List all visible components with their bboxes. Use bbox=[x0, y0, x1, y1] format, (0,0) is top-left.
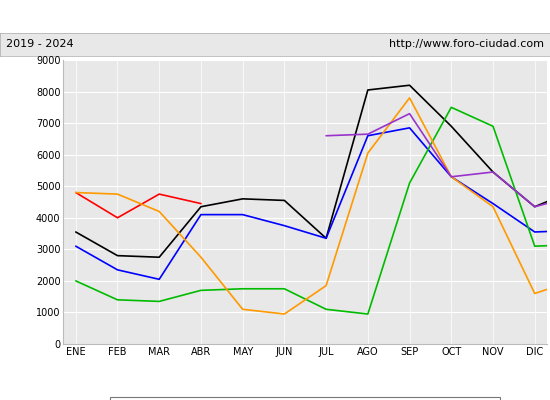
Text: Evolucion Nº Turistas Nacionales en el municipio de Marina de Cudeyo: Evolucion Nº Turistas Nacionales en el m… bbox=[54, 10, 496, 23]
Text: http://www.foro-ciudad.com: http://www.foro-ciudad.com bbox=[389, 39, 544, 49]
Legend: 2024, 2023, 2022, 2021, 2020, 2019: 2024, 2023, 2022, 2021, 2020, 2019 bbox=[111, 397, 500, 400]
Text: 2019 - 2024: 2019 - 2024 bbox=[6, 39, 73, 49]
